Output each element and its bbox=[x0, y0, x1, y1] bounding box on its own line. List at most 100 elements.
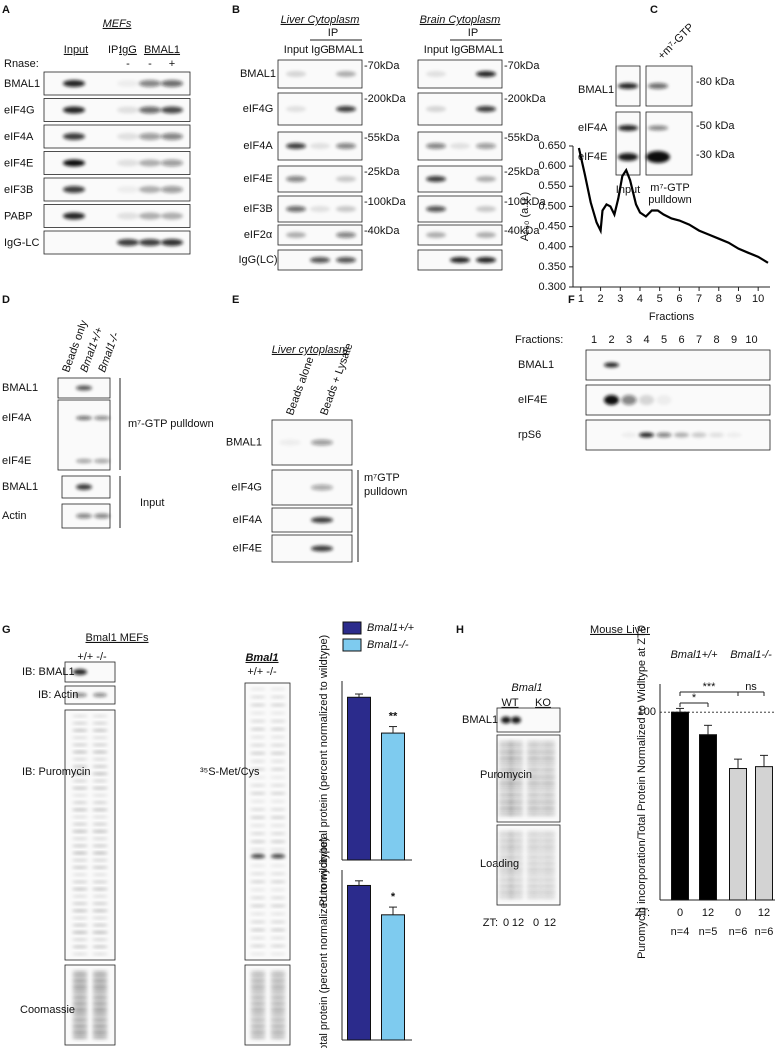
blot-band bbox=[92, 978, 108, 981]
blot-band bbox=[250, 1021, 266, 1024]
blot-band bbox=[139, 159, 161, 167]
blot-band bbox=[270, 768, 286, 771]
blot-frame bbox=[585, 349, 771, 381]
n-label: n=6 bbox=[729, 926, 748, 938]
label: -50 kDa bbox=[696, 120, 735, 132]
y-tick-label: 0.650 bbox=[538, 140, 566, 152]
label: -25kDa bbox=[364, 166, 400, 178]
label: IB: Actin bbox=[38, 689, 78, 701]
blot-band bbox=[540, 873, 556, 876]
label: BMAL1 bbox=[226, 436, 262, 448]
blot-band bbox=[270, 696, 286, 699]
blot-band bbox=[72, 1017, 88, 1020]
blot-band bbox=[526, 898, 542, 900]
blot-band bbox=[526, 801, 542, 804]
blot-band bbox=[540, 801, 556, 804]
label: eIF4A bbox=[4, 131, 34, 143]
panel-letter: G bbox=[2, 624, 11, 636]
label: eIF4G bbox=[243, 103, 274, 115]
blot-band bbox=[270, 984, 286, 987]
blot-band bbox=[526, 810, 542, 813]
blot-band bbox=[476, 71, 496, 77]
blot-band bbox=[63, 159, 85, 167]
blot-band bbox=[639, 395, 654, 405]
blot-band bbox=[250, 1038, 266, 1040]
blot-band bbox=[250, 896, 266, 899]
label: 8 bbox=[713, 334, 719, 346]
blot-band bbox=[250, 696, 266, 699]
blot-band bbox=[508, 767, 524, 770]
blot-band bbox=[92, 1033, 108, 1036]
blot-band bbox=[250, 996, 266, 999]
blot-band bbox=[92, 902, 108, 905]
blot-band bbox=[92, 751, 108, 754]
blot-band bbox=[526, 796, 542, 799]
blot-band bbox=[72, 866, 88, 869]
blot-band bbox=[250, 920, 266, 923]
label: BMAL1 bbox=[2, 481, 38, 493]
blot-band bbox=[450, 143, 470, 149]
blot-band bbox=[426, 206, 446, 212]
blot-band bbox=[526, 852, 542, 855]
blot-band bbox=[250, 1013, 266, 1016]
label: BMAL1 bbox=[578, 84, 614, 96]
blot-band bbox=[511, 716, 521, 724]
blot-band bbox=[508, 746, 524, 749]
label: m⁷-GTP pulldown bbox=[128, 418, 214, 430]
blot-band bbox=[92, 880, 108, 883]
blot-band bbox=[656, 432, 672, 438]
blot-band bbox=[526, 885, 542, 888]
blot-frame bbox=[645, 111, 693, 176]
blot-band bbox=[250, 1002, 266, 1005]
blot-band bbox=[250, 880, 266, 883]
n-label: n=4 bbox=[671, 926, 690, 938]
blot-band bbox=[639, 432, 654, 438]
blot-band bbox=[270, 936, 286, 939]
blot-band bbox=[526, 776, 542, 779]
blot-band bbox=[286, 143, 306, 149]
blot-band bbox=[72, 751, 88, 754]
blot-band bbox=[526, 805, 542, 808]
blot-band bbox=[250, 986, 266, 989]
blot-band bbox=[336, 206, 356, 212]
blot-band bbox=[279, 439, 301, 446]
blot-band bbox=[311, 517, 333, 523]
blot-band bbox=[621, 432, 637, 438]
blot-band bbox=[92, 787, 108, 790]
blot-band bbox=[250, 1000, 266, 1003]
blot-band bbox=[72, 986, 88, 989]
blot-band bbox=[508, 771, 524, 774]
label: 0 bbox=[503, 917, 509, 929]
x-axis-label: Fractions bbox=[649, 311, 695, 323]
blot-band bbox=[540, 852, 556, 855]
blot-band bbox=[250, 832, 266, 835]
label: BMAL1 bbox=[240, 68, 276, 80]
panel-letter: E bbox=[232, 294, 239, 306]
legend-label: Bmal1+/+ bbox=[367, 622, 415, 634]
blot-band bbox=[72, 931, 88, 934]
label: + bbox=[169, 58, 175, 70]
blot-band bbox=[250, 784, 266, 787]
label: BMAL1 bbox=[462, 714, 498, 726]
blot-band bbox=[161, 239, 183, 246]
blot-band bbox=[73, 669, 87, 675]
blot-band bbox=[508, 869, 524, 872]
panel-letter: A bbox=[2, 4, 10, 16]
label: IP bbox=[468, 27, 478, 39]
blot-band bbox=[250, 994, 266, 997]
label: +/+ -/- bbox=[247, 666, 277, 678]
blot-band bbox=[72, 998, 88, 1001]
blot-band bbox=[139, 106, 161, 114]
blot-band bbox=[72, 978, 88, 981]
blot-band bbox=[508, 885, 524, 888]
label: 9 bbox=[731, 334, 737, 346]
blot-band bbox=[73, 693, 87, 697]
blot-band bbox=[72, 722, 88, 725]
blot-band bbox=[92, 779, 108, 782]
blot-band bbox=[250, 988, 266, 991]
label: -25kDa bbox=[504, 166, 540, 178]
blot-band bbox=[72, 1038, 88, 1040]
blot-band bbox=[270, 728, 286, 731]
blot-band bbox=[621, 395, 637, 405]
blot-band bbox=[270, 944, 286, 947]
